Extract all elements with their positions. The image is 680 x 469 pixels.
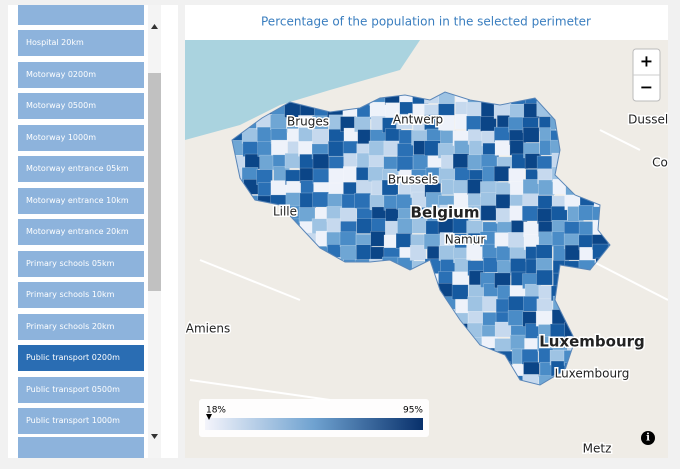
region xyxy=(368,140,386,157)
region xyxy=(452,153,470,170)
place-label: Lille xyxy=(273,205,297,219)
region xyxy=(538,179,555,196)
region xyxy=(510,258,527,274)
region xyxy=(271,139,288,156)
scroll-thumb[interactable] xyxy=(148,73,161,291)
map-title: Percentage of the population in the sele… xyxy=(261,15,591,29)
list-item[interactable]: Motorway entrance 20km xyxy=(18,219,144,245)
zoom-out[interactable]: − xyxy=(640,78,653,97)
region xyxy=(451,284,469,300)
region xyxy=(327,140,345,157)
region xyxy=(510,334,527,351)
region xyxy=(312,168,330,185)
region xyxy=(328,168,345,184)
region xyxy=(508,168,525,184)
region xyxy=(340,244,357,261)
list-item[interactable]: Motorway entrance 10km xyxy=(18,187,144,214)
place-label: Luxembourg xyxy=(555,367,630,381)
zoom-in[interactable]: + xyxy=(640,52,653,71)
place-label: Dusseld xyxy=(628,113,676,127)
region xyxy=(396,155,414,172)
list-item[interactable]: Public transport 1000m xyxy=(18,408,144,434)
region xyxy=(409,245,427,261)
list-item[interactable]: Hospital 20km xyxy=(18,30,144,56)
list-item[interactable]: Primary schools 05km xyxy=(18,250,144,277)
region xyxy=(396,113,413,130)
list-item[interactable]: Primary schools 10km xyxy=(18,282,144,308)
region xyxy=(270,114,287,130)
list-item[interactable]: Motorway 1000m xyxy=(18,124,144,151)
region xyxy=(438,245,456,261)
region xyxy=(356,179,373,196)
region xyxy=(494,126,511,143)
region xyxy=(535,310,553,327)
svg-text:i: i xyxy=(646,433,650,444)
legend: 18% 95% xyxy=(199,399,429,437)
place-label: Co xyxy=(652,156,668,170)
place-label: Luxembourg xyxy=(539,333,645,351)
region xyxy=(312,128,329,145)
basemap xyxy=(185,40,668,458)
list-item[interactable]: Public transport 0500m xyxy=(18,376,144,403)
scroll-down[interactable] xyxy=(151,434,158,439)
legend-min: 18% xyxy=(206,406,226,416)
region xyxy=(256,169,273,185)
region xyxy=(507,310,525,326)
region xyxy=(270,180,288,196)
region xyxy=(369,101,387,118)
place-label: Brussels xyxy=(388,173,438,187)
zoom-control: + − xyxy=(632,48,661,102)
region xyxy=(381,179,399,196)
region xyxy=(493,166,511,182)
region xyxy=(536,269,553,286)
region xyxy=(466,102,484,118)
region xyxy=(339,231,357,248)
region xyxy=(522,179,540,195)
place-label: Belgium xyxy=(411,204,480,222)
scroll-up[interactable] xyxy=(151,24,158,29)
region xyxy=(466,115,483,132)
region xyxy=(367,166,385,183)
color-bar xyxy=(205,418,423,430)
scroll-arrows xyxy=(151,24,158,439)
sidebar: Hospital 20km Motorway 0200m Motorway 0500… xyxy=(8,5,178,458)
region xyxy=(494,140,512,156)
place-label: Metz xyxy=(583,442,612,456)
place-label: Antwerp xyxy=(393,113,443,127)
region xyxy=(356,244,373,260)
place-label: Namur xyxy=(445,233,486,247)
legend-max: 95% xyxy=(403,406,423,416)
list-item-partial[interactable] xyxy=(18,437,144,458)
region xyxy=(340,207,357,224)
region xyxy=(467,296,484,312)
list-item[interactable]: Motorway 0500m xyxy=(18,93,144,119)
region xyxy=(312,191,329,208)
info-button[interactable] xyxy=(641,431,655,445)
region xyxy=(507,232,525,248)
region xyxy=(356,218,374,234)
region xyxy=(508,296,525,312)
list-item-partial[interactable] xyxy=(18,5,144,25)
region xyxy=(466,244,483,260)
list-item[interactable]: Motorway 0200m xyxy=(18,61,144,88)
region xyxy=(480,205,498,221)
list-item[interactable]: Public transport 0200m xyxy=(18,345,144,371)
list-item[interactable]: Motorway entrance 05km xyxy=(18,156,144,182)
place-label: Bruges xyxy=(287,115,329,129)
region xyxy=(535,244,553,261)
region xyxy=(522,127,540,143)
place-label: Amiens xyxy=(186,322,230,336)
region xyxy=(522,205,539,222)
region xyxy=(438,114,455,131)
region xyxy=(395,233,413,249)
list-item[interactable]: Primary schools 20km xyxy=(18,313,144,340)
region xyxy=(312,153,330,170)
region xyxy=(354,192,371,209)
